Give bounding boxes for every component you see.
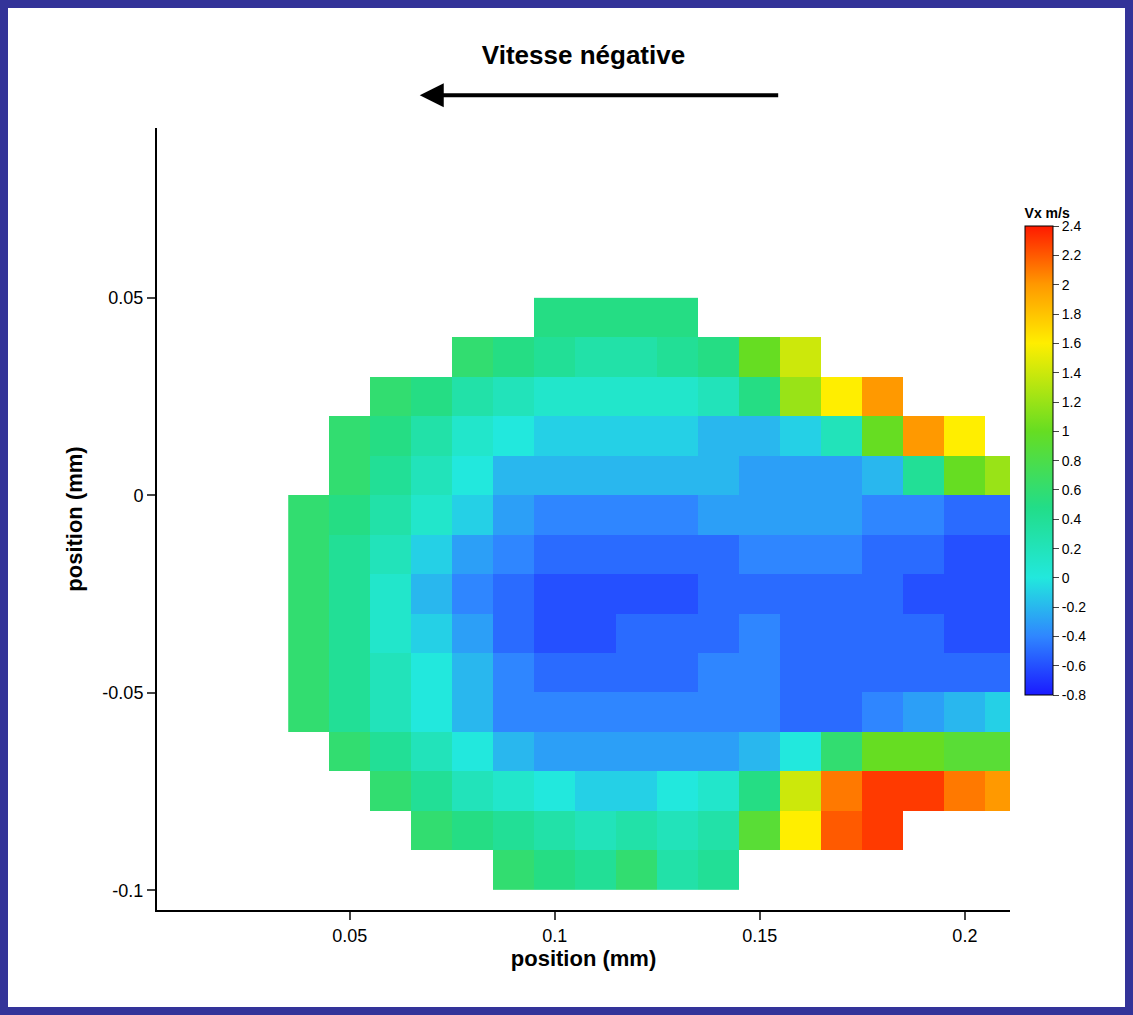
svg-text:-0.8: -0.8 [1062,687,1086,703]
svg-text:2.4: 2.4 [1062,218,1082,234]
svg-text:0.2: 0.2 [1062,541,1082,557]
svg-text:-0.6: -0.6 [1062,658,1086,674]
svg-text:0.4: 0.4 [1062,511,1082,527]
svg-text:1.8: 1.8 [1062,306,1082,322]
svg-text:-0.2: -0.2 [1062,599,1086,615]
svg-text:1.2: 1.2 [1062,394,1082,410]
svg-text:0.15: 0.15 [742,926,777,946]
svg-text:-0.1: -0.1 [112,881,143,901]
svg-text:1.4: 1.4 [1062,365,1082,381]
svg-text:0.6: 0.6 [1062,482,1082,498]
svg-text:2: 2 [1062,277,1070,293]
svg-text:-0.05: -0.05 [102,683,143,703]
svg-text:position (mm): position (mm) [62,446,87,591]
svg-text:0.8: 0.8 [1062,453,1082,469]
svg-text:2.2: 2.2 [1062,247,1082,263]
svg-text:0: 0 [1062,570,1070,586]
svg-text:1.6: 1.6 [1062,335,1082,351]
svg-text:0: 0 [133,486,143,506]
svg-text:0.05: 0.05 [332,926,367,946]
svg-text:0.05: 0.05 [108,288,143,308]
svg-text:position (mm): position (mm) [511,946,656,971]
svg-text:1: 1 [1062,423,1070,439]
svg-text:-0.4: -0.4 [1062,628,1086,644]
svg-text:0.2: 0.2 [952,926,977,946]
svg-text:Vitesse négative: Vitesse négative [482,40,685,70]
svg-text:Vx m/s: Vx m/s [1025,205,1070,221]
svg-text:0.1: 0.1 [542,926,567,946]
